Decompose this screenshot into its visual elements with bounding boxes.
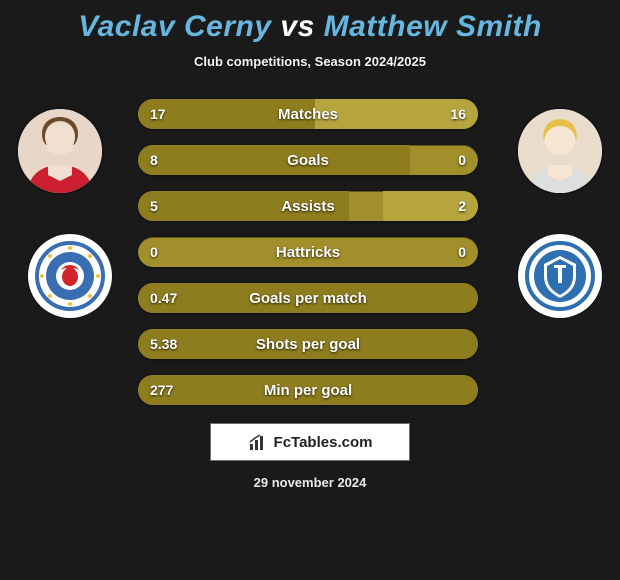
brand-text: FcTables.com [274,434,373,451]
stat-fill-left [138,99,315,129]
brand-badge: FcTables.com [210,423,410,461]
person-icon [18,109,102,193]
stat-bars: 1716Matches80Goals52Assists00Hattricks0.… [138,99,478,405]
stat-row: 80Goals [138,145,478,175]
title-vs: vs [280,10,314,43]
person-icon [518,109,602,193]
player1-club-crest [28,234,112,318]
title-player1: Vaclav Cerny [78,10,271,43]
stat-label: Hattricks [138,237,478,267]
footer-date: 29 november 2024 [0,475,620,490]
stat-fill-left [138,145,410,175]
player1-avatar [18,109,102,193]
subtitle: Club competitions, Season 2024/2025 [0,54,620,69]
player2-avatar [518,109,602,193]
stat-fill-right [383,191,478,221]
club-crest-icon [35,241,105,311]
title-player2: Matthew Smith [324,10,542,43]
chart-icon [248,432,268,452]
stat-fill-left [138,329,478,359]
stat-fill-left [138,375,478,405]
club-crest-icon [525,241,595,311]
comparison-title: Vaclav Cerny vs Matthew Smith [0,0,620,44]
stat-row: 52Assists [138,191,478,221]
stat-fill-left [138,191,349,221]
comparison-stage: 1716Matches80Goals52Assists00Hattricks0.… [0,99,620,405]
stat-row: 0.47Goals per match [138,283,478,313]
stat-fill-right [315,99,478,129]
stat-value-right: 0 [446,237,478,267]
player2-club-crest [518,234,602,318]
stat-row: 277Min per goal [138,375,478,405]
stat-fill-left [138,283,478,313]
stat-row: 0 0Hattricks [138,237,478,267]
stat-value-right: 0 [446,145,478,175]
stat-row: 5.38Shots per goal [138,329,478,359]
stat-value-left: 0 [138,237,170,267]
stat-row: 1716Matches [138,99,478,129]
